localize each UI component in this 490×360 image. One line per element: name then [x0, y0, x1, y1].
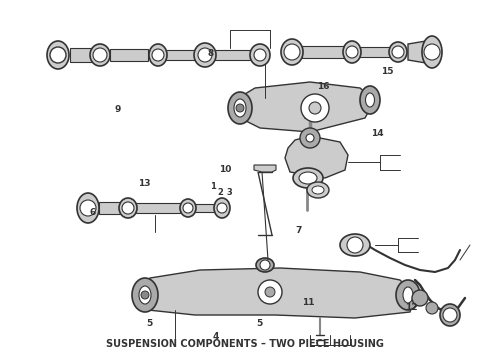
- Ellipse shape: [149, 44, 167, 66]
- Text: 15: 15: [381, 68, 393, 77]
- Polygon shape: [258, 172, 272, 235]
- Ellipse shape: [234, 99, 246, 117]
- Circle shape: [301, 94, 329, 122]
- Text: 9: 9: [114, 105, 121, 114]
- Circle shape: [236, 104, 244, 112]
- Ellipse shape: [228, 92, 252, 124]
- Circle shape: [284, 44, 300, 60]
- Text: 5: 5: [257, 320, 263, 328]
- Text: SUSPENSION COMPONENTS – TWO PIECE HOUSING: SUSPENSION COMPONENTS – TWO PIECE HOUSIN…: [106, 339, 384, 349]
- Text: 5: 5: [147, 320, 152, 328]
- Circle shape: [300, 128, 320, 148]
- Ellipse shape: [340, 234, 370, 256]
- Ellipse shape: [250, 44, 270, 66]
- Polygon shape: [70, 48, 92, 62]
- Circle shape: [443, 308, 457, 322]
- Circle shape: [412, 290, 428, 306]
- Polygon shape: [262, 172, 268, 260]
- Circle shape: [424, 44, 440, 60]
- Ellipse shape: [132, 278, 158, 312]
- Polygon shape: [302, 46, 345, 58]
- Ellipse shape: [77, 193, 99, 223]
- Ellipse shape: [396, 280, 420, 310]
- Circle shape: [50, 47, 66, 63]
- Circle shape: [426, 302, 438, 314]
- Ellipse shape: [360, 86, 380, 114]
- Text: 16: 16: [317, 82, 330, 91]
- Circle shape: [152, 49, 164, 61]
- Ellipse shape: [90, 44, 110, 66]
- Text: 11: 11: [302, 298, 315, 307]
- Ellipse shape: [312, 186, 324, 194]
- Polygon shape: [110, 49, 148, 61]
- Ellipse shape: [194, 43, 216, 67]
- Polygon shape: [99, 202, 120, 214]
- Polygon shape: [166, 50, 196, 60]
- Circle shape: [80, 200, 96, 216]
- Ellipse shape: [293, 168, 323, 188]
- Ellipse shape: [307, 182, 329, 198]
- Circle shape: [198, 48, 212, 62]
- Ellipse shape: [299, 172, 317, 184]
- Ellipse shape: [440, 304, 460, 326]
- Ellipse shape: [366, 93, 374, 107]
- Polygon shape: [215, 50, 250, 60]
- Text: 14: 14: [371, 129, 384, 138]
- Circle shape: [258, 280, 282, 304]
- Ellipse shape: [119, 198, 137, 218]
- Circle shape: [254, 49, 266, 61]
- Text: 1: 1: [210, 182, 216, 191]
- Polygon shape: [285, 136, 348, 178]
- Text: 8: 8: [208, 49, 214, 58]
- Circle shape: [93, 48, 107, 62]
- Ellipse shape: [343, 41, 361, 63]
- Circle shape: [260, 260, 270, 270]
- Text: 12: 12: [405, 303, 418, 312]
- Circle shape: [392, 46, 404, 58]
- Polygon shape: [195, 204, 215, 212]
- Circle shape: [346, 46, 358, 58]
- Ellipse shape: [403, 287, 413, 303]
- Circle shape: [265, 287, 275, 297]
- Circle shape: [183, 203, 193, 213]
- Text: 2: 2: [218, 188, 223, 197]
- Circle shape: [347, 237, 363, 253]
- Polygon shape: [360, 47, 390, 57]
- Circle shape: [217, 203, 227, 213]
- Ellipse shape: [422, 36, 442, 68]
- Ellipse shape: [139, 286, 151, 304]
- Text: 10: 10: [219, 165, 232, 174]
- Polygon shape: [408, 40, 440, 64]
- Text: 3: 3: [226, 188, 232, 197]
- Ellipse shape: [47, 41, 69, 69]
- Text: 6: 6: [90, 208, 96, 217]
- Text: 13: 13: [138, 179, 151, 188]
- Text: 4: 4: [212, 332, 219, 341]
- Ellipse shape: [389, 42, 407, 62]
- Ellipse shape: [214, 198, 230, 218]
- Ellipse shape: [256, 258, 274, 272]
- Circle shape: [122, 202, 134, 214]
- Circle shape: [141, 291, 149, 299]
- Text: 7: 7: [295, 226, 302, 235]
- Ellipse shape: [180, 199, 196, 217]
- Circle shape: [309, 102, 321, 114]
- Polygon shape: [235, 82, 375, 132]
- Ellipse shape: [281, 39, 303, 65]
- Polygon shape: [135, 268, 415, 318]
- Polygon shape: [136, 203, 180, 213]
- Circle shape: [306, 134, 314, 142]
- Polygon shape: [254, 165, 276, 172]
